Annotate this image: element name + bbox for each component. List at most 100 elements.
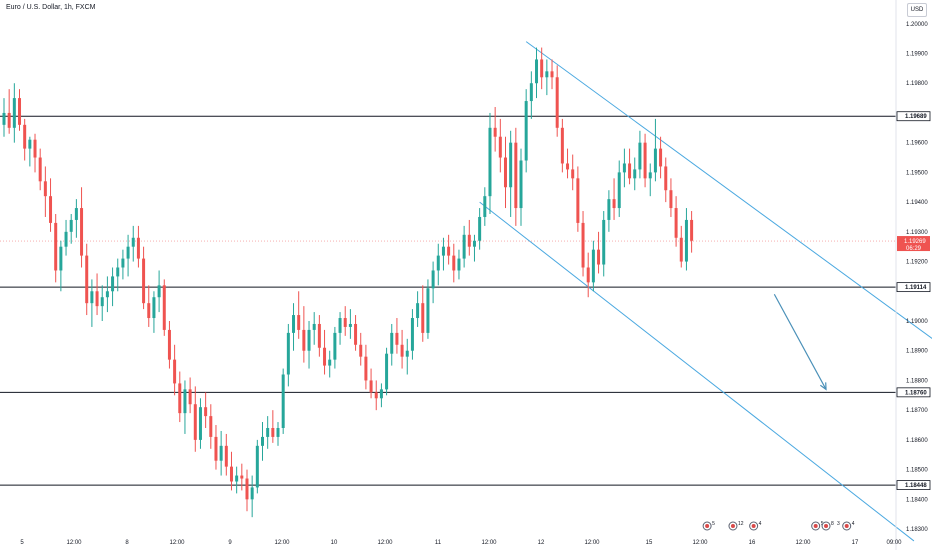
time-tick-label: 12:00 [169, 540, 185, 546]
level-label-text: 1.18448 [905, 483, 927, 489]
candle [374, 380, 378, 411]
candle [100, 285, 104, 321]
candle-body [669, 190, 673, 209]
candle [43, 166, 47, 217]
candle-body [95, 291, 99, 307]
candle [395, 318, 399, 354]
candle [684, 208, 688, 271]
candle-body [483, 196, 487, 217]
candle-body [167, 329, 171, 360]
candle [379, 383, 383, 408]
event-count-label: 8 [831, 521, 834, 527]
candle-body [338, 318, 342, 333]
candle [338, 312, 342, 345]
candle-body [147, 303, 151, 319]
candle [602, 211, 606, 277]
candle [271, 410, 275, 443]
flag-dot [824, 524, 829, 528]
candle [503, 136, 507, 209]
candle [638, 130, 642, 179]
candle [416, 291, 420, 327]
candle [111, 267, 115, 307]
candle [131, 225, 135, 262]
candle-body [2, 112, 6, 125]
candle [674, 196, 678, 247]
level-price-label: 1.18448 [896, 480, 931, 490]
candle [188, 377, 192, 414]
candle [472, 234, 476, 262]
time-tick-label: 12:00 [692, 540, 708, 546]
candle-body [317, 323, 321, 348]
candle [219, 430, 223, 476]
candle-body [121, 258, 125, 268]
candle-body [457, 258, 461, 271]
candle [447, 234, 451, 265]
candle [33, 133, 37, 173]
time-tick-label: 15 [646, 540, 653, 546]
candle-body [509, 142, 513, 188]
candle-body [540, 59, 544, 78]
candle-body [276, 428, 280, 437]
candle-body [250, 487, 254, 500]
projection-arrow-line [773, 293, 827, 390]
price-tick-label: 1.18500 [906, 468, 928, 474]
candle [59, 240, 63, 292]
candle [276, 422, 280, 446]
candle-body [643, 142, 647, 179]
candle-body [653, 148, 657, 173]
candle [152, 291, 156, 333]
candle [173, 344, 177, 396]
candle-body [204, 407, 208, 417]
candle-body [514, 142, 518, 209]
candle [478, 208, 482, 250]
time-tick-label: 12 [538, 540, 545, 546]
candle-body [157, 285, 161, 298]
candle [364, 344, 368, 390]
candle-body [628, 163, 632, 179]
candle [400, 329, 404, 369]
time-tick-label: 5 [20, 540, 24, 546]
candle-body [348, 323, 352, 327]
candle-body [498, 136, 502, 158]
candle [245, 469, 249, 512]
time-tick-label: 12:00 [377, 540, 393, 546]
candle-body [85, 255, 89, 304]
candle-body [679, 237, 683, 262]
candle [555, 65, 559, 137]
candle-body [472, 240, 476, 247]
candle-body [142, 258, 146, 304]
candle-body [571, 169, 575, 179]
currency-button[interactable]: USD [907, 3, 927, 17]
candle-body [535, 59, 539, 84]
candle [628, 148, 632, 185]
flag-dot [844, 524, 849, 528]
candle [488, 112, 492, 214]
candle [136, 225, 140, 268]
candle-body [638, 142, 642, 170]
flag-dot [813, 524, 818, 528]
candle-body [581, 222, 585, 268]
candle [343, 306, 347, 336]
candle-body [323, 347, 327, 366]
candle-body [633, 169, 637, 179]
candle-body [261, 436, 264, 446]
candle-body [193, 404, 197, 440]
event-marker: 4 [749, 521, 762, 531]
candle [462, 225, 466, 268]
candle [95, 273, 99, 316]
candle-body [648, 172, 652, 179]
candle-body [183, 389, 187, 414]
candle [560, 118, 564, 173]
candle [607, 190, 611, 232]
level-label-text: 1.19689 [905, 114, 927, 120]
candle-body [488, 127, 492, 197]
candle-body [441, 246, 445, 256]
candle [116, 258, 120, 292]
price-tick-label: 1.19400 [906, 200, 928, 206]
candle-body [307, 329, 311, 351]
candle-body [503, 157, 507, 188]
candle [359, 332, 363, 366]
